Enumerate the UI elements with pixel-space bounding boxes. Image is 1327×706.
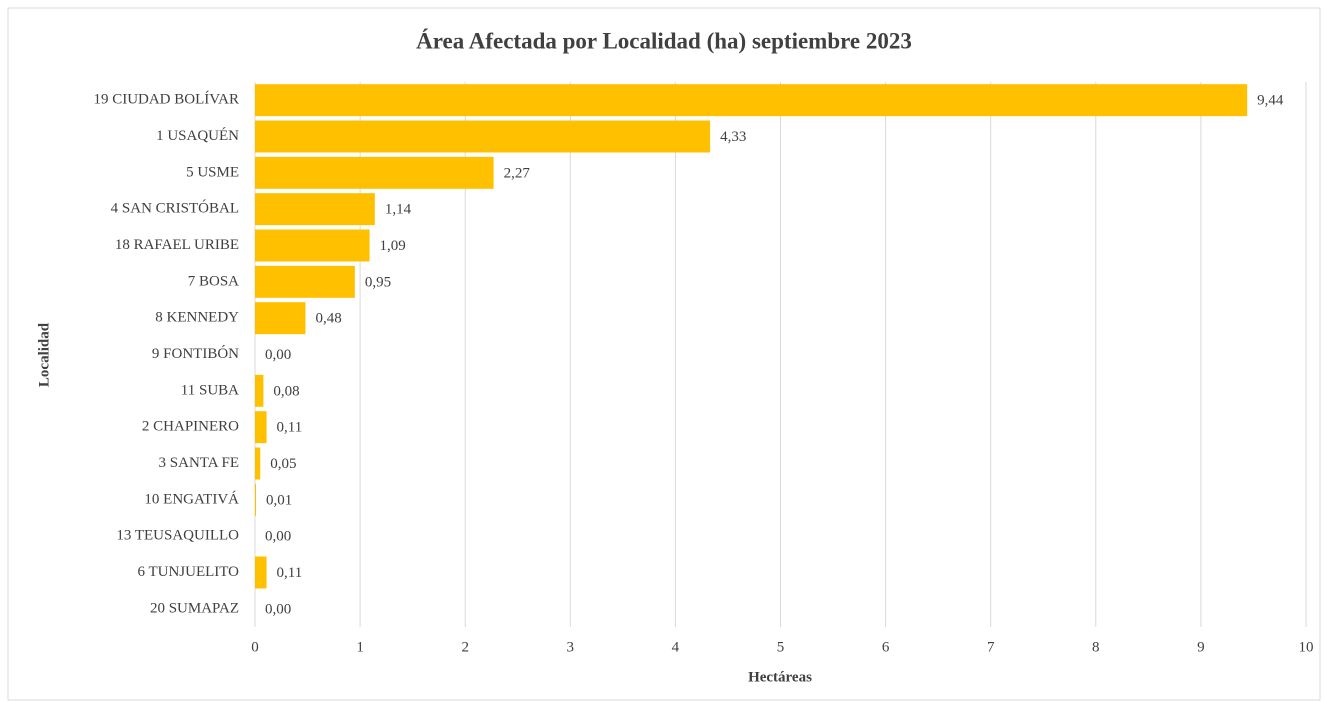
y-tick-label: 11 SUBA xyxy=(181,382,239,398)
y-tick-label: 6 TUNJUELITO xyxy=(137,564,239,580)
bar xyxy=(255,411,267,444)
x-tick-label: 6 xyxy=(882,639,890,655)
data-label: 9,44 xyxy=(1257,93,1284,109)
data-label: 0,95 xyxy=(365,274,391,290)
y-tick-label: 13 TEUSAQUILLO xyxy=(116,528,239,544)
bar xyxy=(255,265,355,298)
data-label: 0,00 xyxy=(265,347,291,363)
bar xyxy=(255,229,370,262)
data-label: 0,11 xyxy=(277,565,303,581)
y-tick-label: 8 KENNEDY xyxy=(155,310,239,326)
y-tick-label: 4 SAN CRISTÓBAL xyxy=(111,200,239,217)
y-tick-label: 20 SUMAPAZ xyxy=(150,600,239,616)
bar xyxy=(255,447,261,480)
data-label: 0,05 xyxy=(270,456,296,472)
data-label: 2,27 xyxy=(504,165,531,181)
bar xyxy=(255,483,257,516)
data-label: 0,01 xyxy=(266,492,292,508)
y-tick-label: 9 FONTIBÓN xyxy=(152,345,239,362)
x-tick-label: 10 xyxy=(1299,639,1314,655)
bar xyxy=(255,302,306,335)
x-tick-label: 1 xyxy=(356,639,364,655)
y-tick-label: 5 USME xyxy=(186,164,239,180)
y-tick-label: 1 USAQUÉN xyxy=(156,127,239,144)
data-label: 0,00 xyxy=(265,601,291,617)
data-label: 0,00 xyxy=(265,529,291,545)
x-tick-label: 0 xyxy=(251,639,259,655)
data-label: 0,48 xyxy=(315,311,341,327)
y-tick-label: 18 RAFAEL URIBE xyxy=(115,237,239,253)
x-axis-title: Hectáreas xyxy=(748,669,812,685)
y-tick-label: 3 SANTA FE xyxy=(159,455,239,471)
y-tick-label: 10 ENGATIVÁ xyxy=(144,490,239,507)
x-tick-label: 5 xyxy=(777,639,785,655)
y-tick-label: 7 BOSA xyxy=(188,273,239,289)
bar xyxy=(255,120,711,153)
x-tick-label: 3 xyxy=(567,639,575,655)
y-tick-label: 19 CIUDAD BOLÍVAR xyxy=(93,91,239,108)
chart-title: Área Afectada por Localidad (ha) septiem… xyxy=(416,28,912,53)
x-tick-label: 7 xyxy=(987,639,995,655)
data-label: 1,14 xyxy=(385,202,412,218)
y-axis-title: Localidad xyxy=(36,322,52,387)
data-label: 0,11 xyxy=(277,420,303,436)
x-tick-label: 2 xyxy=(461,639,469,655)
y-tick-label: 2 CHAPINERO xyxy=(142,419,239,435)
x-tick-label: 8 xyxy=(1092,639,1100,655)
x-tick-label: 9 xyxy=(1197,639,1205,655)
data-label: 4,33 xyxy=(720,129,746,145)
bar xyxy=(255,84,1248,117)
bar xyxy=(255,374,264,407)
bar xyxy=(255,156,494,189)
data-label: 1,09 xyxy=(380,238,406,254)
data-label: 0,08 xyxy=(273,383,299,399)
x-tick-label: 4 xyxy=(672,639,680,655)
bar xyxy=(255,556,267,589)
bar xyxy=(255,193,375,226)
